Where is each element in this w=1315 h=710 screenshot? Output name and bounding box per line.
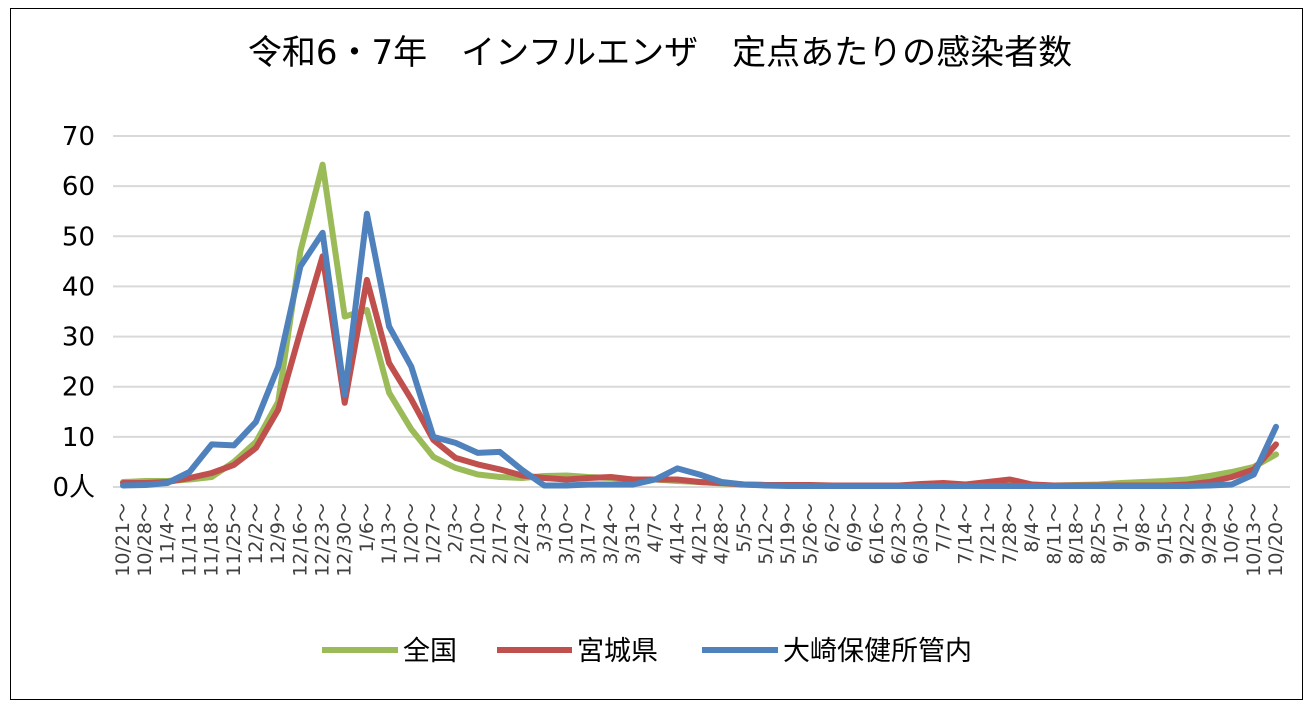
x-tick-label: 12/9～	[267, 503, 289, 565]
x-tick-label: 12/30～	[334, 503, 356, 577]
x-tick-label: 6/2～	[822, 503, 844, 553]
x-tick-label: 12/16～	[289, 503, 311, 577]
x-tick-label: 10/6～	[1221, 503, 1243, 565]
x-tick-label: 8/25～	[1088, 503, 1110, 565]
x-tick-label: 12/2～	[245, 503, 267, 565]
x-tick-label: 9/29～	[1198, 503, 1220, 565]
x-tick-label: 3/3～	[533, 503, 555, 553]
y-tick-label: 30	[62, 323, 95, 353]
x-tick-label: 4/14～	[666, 503, 688, 565]
legend-label: 大崎保健所管内	[783, 636, 972, 667]
y-tick-label: 40	[62, 272, 95, 302]
x-tick-label: 5/26～	[799, 503, 821, 565]
x-tick-label: 6/9～	[844, 503, 866, 553]
x-tick-label: 9/8～	[1132, 503, 1154, 553]
series-lines	[120, 161, 1279, 489]
x-axis-ticks: 10/21～ 10/28～ 11/4～ 11/11～ 11/18～ 11/25～ 12/2～…	[112, 503, 1287, 577]
x-tick-label: 6/30～	[910, 503, 932, 565]
x-tick-label: 4/21～	[689, 503, 711, 565]
x-tick-label: 5/5～	[733, 503, 755, 553]
x-tick-label: 8/4～	[1021, 503, 1043, 553]
series-line-3	[120, 210, 1279, 489]
x-tick-label: 7/28～	[999, 503, 1021, 565]
y-tick-label: 20	[62, 373, 95, 403]
x-tick-label: 7/7～	[932, 503, 954, 553]
y-tick-label: 70	[62, 122, 95, 152]
x-tick-label: 2/17～	[489, 503, 511, 565]
x-tick-label: 11/18～	[201, 503, 223, 577]
x-tick-label: 1/27～	[422, 503, 444, 565]
x-tick-label: 6/23～	[888, 503, 910, 565]
x-tick-label: 3/24～	[600, 503, 622, 565]
x-tick-label: 2/3～	[445, 503, 467, 553]
y-tick-label: 60	[62, 172, 95, 202]
x-tick-label: 5/19～	[777, 503, 799, 565]
x-tick-label: 11/4～	[156, 503, 178, 565]
x-tick-label: 7/14～	[955, 503, 977, 565]
x-tick-label: 7/21～	[977, 503, 999, 565]
y-tick-label: 0人	[52, 473, 95, 503]
x-tick-label: 10/20～	[1265, 503, 1287, 577]
x-tick-label: 12/23～	[312, 503, 334, 577]
chart-frame	[10, 8, 1303, 700]
x-tick-label: 6/16～	[866, 503, 888, 565]
x-tick-label: 10/21～	[112, 503, 134, 577]
x-tick-label: 2/24～	[511, 503, 533, 565]
x-tick-label: 4/28～	[711, 503, 733, 565]
x-tick-label: 9/15～	[1154, 503, 1176, 565]
x-tick-label: 1/6～	[356, 503, 378, 553]
x-tick-label: 11/11～	[179, 503, 201, 577]
x-tick-label: 1/13～	[378, 503, 400, 565]
legend: 全国 宮城県 大崎保健所管内	[322, 636, 972, 667]
y-axis-ticks: 0人 10 20 30 40 50 60 70	[52, 122, 95, 503]
x-tick-label: 4/7～	[644, 503, 666, 553]
y-tick-label: 50	[62, 222, 95, 252]
x-tick-label: 9/1～	[1110, 503, 1132, 553]
x-tick-label: 8/11～	[1043, 503, 1065, 565]
legend-label: 全国	[403, 636, 457, 667]
chart-title: 令和6・7年 インフルエンザ 定点あたりの感染者数	[248, 33, 1072, 73]
x-tick-label: 1/20～	[400, 503, 422, 565]
x-tick-label: 8/18～	[1065, 503, 1087, 565]
x-tick-label: 11/25～	[223, 503, 245, 577]
x-tick-label: 9/22～	[1176, 503, 1198, 565]
x-tick-label: 2/10～	[467, 503, 489, 565]
x-tick-label: 10/13～	[1243, 503, 1265, 577]
x-tick-label: 5/12～	[755, 503, 777, 565]
x-tick-label: 3/31～	[622, 503, 644, 565]
x-tick-label: 3/10～	[555, 503, 577, 565]
x-tick-label: 3/17～	[578, 503, 600, 565]
legend-label: 宮城県	[577, 636, 658, 667]
y-tick-label: 10	[62, 423, 95, 453]
x-tick-label: 10/28～	[134, 503, 156, 577]
